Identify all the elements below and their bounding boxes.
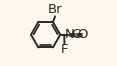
Text: F: F (61, 43, 68, 56)
Text: O: O (77, 28, 88, 41)
Text: C: C (71, 28, 80, 41)
Text: N: N (65, 28, 74, 41)
Text: Br: Br (48, 3, 62, 16)
